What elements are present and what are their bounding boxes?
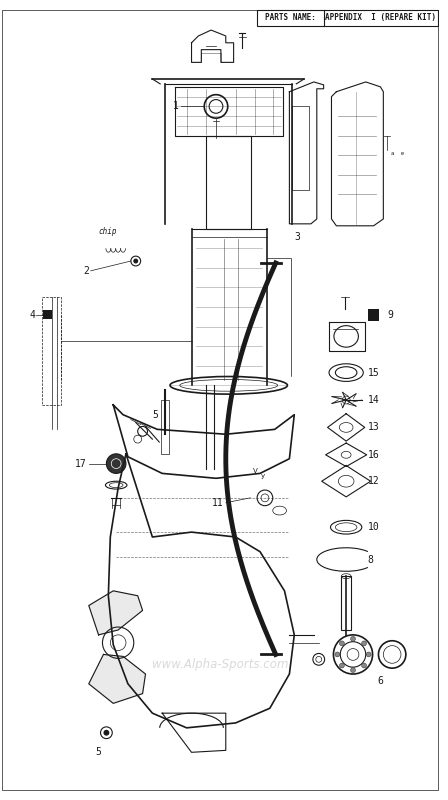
- Text: APPENDIX  I (REPARE KIT): APPENDIX I (REPARE KIT): [325, 14, 436, 22]
- Text: 2: 2: [83, 266, 89, 276]
- Circle shape: [350, 636, 355, 642]
- Text: 5: 5: [152, 410, 158, 420]
- Bar: [341, 576, 351, 630]
- Text: 6: 6: [378, 676, 383, 686]
- Circle shape: [340, 641, 345, 646]
- Text: 17: 17: [75, 458, 87, 469]
- Text: www.Alpha-Sports.com: www.Alpha-Sports.com: [152, 658, 288, 670]
- Text: a  e: a e: [391, 151, 404, 156]
- Text: 13: 13: [368, 422, 379, 433]
- Bar: [43, 310, 52, 318]
- Circle shape: [362, 641, 366, 646]
- Bar: [161, 400, 169, 454]
- Text: y: y: [261, 474, 265, 479]
- Bar: [368, 309, 379, 321]
- Text: 1: 1: [173, 102, 179, 111]
- Text: 11: 11: [212, 498, 224, 508]
- Text: 3: 3: [294, 232, 300, 242]
- Circle shape: [103, 730, 109, 736]
- Polygon shape: [89, 591, 142, 635]
- Circle shape: [366, 652, 371, 657]
- Text: 5: 5: [95, 747, 102, 758]
- Circle shape: [335, 652, 340, 657]
- Text: 9: 9: [387, 310, 393, 320]
- Bar: [257, 10, 438, 26]
- Text: 16: 16: [368, 450, 379, 460]
- Circle shape: [340, 663, 345, 668]
- Text: 15: 15: [368, 367, 379, 378]
- Bar: [42, 298, 61, 405]
- Circle shape: [362, 663, 366, 668]
- Circle shape: [106, 454, 126, 474]
- Text: 14: 14: [368, 395, 379, 405]
- Text: chip: chip: [99, 227, 117, 236]
- Circle shape: [134, 258, 138, 263]
- Text: 8: 8: [368, 554, 374, 565]
- Text: 4: 4: [29, 310, 35, 320]
- Text: 10: 10: [368, 522, 379, 532]
- Text: 12: 12: [368, 476, 379, 486]
- Circle shape: [350, 668, 355, 673]
- Text: V: V: [253, 469, 258, 474]
- Polygon shape: [89, 654, 146, 703]
- Text: PARTS NAME:: PARTS NAME:: [265, 14, 316, 22]
